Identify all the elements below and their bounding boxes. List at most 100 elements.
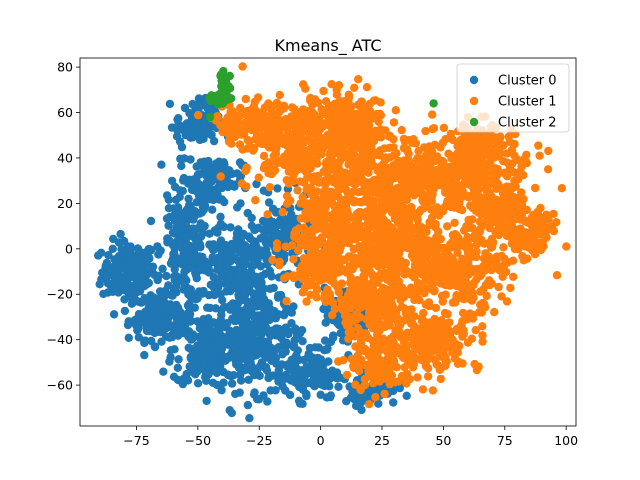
data-point: [511, 182, 520, 191]
data-point: [157, 160, 166, 169]
data-point: [355, 401, 364, 410]
data-point: [232, 307, 241, 316]
data-point: [284, 179, 294, 188]
data-point: [325, 166, 334, 175]
data-point: [355, 140, 365, 149]
data-point: [275, 362, 284, 371]
data-point: [224, 137, 234, 146]
data-point: [185, 299, 194, 308]
data-point: [217, 306, 226, 315]
data-point: [447, 243, 456, 252]
data-point: [327, 230, 337, 239]
data-point: [268, 255, 277, 265]
data-point: [233, 203, 242, 212]
data-point: [500, 227, 509, 237]
data-point: [370, 339, 379, 349]
data-point: [518, 252, 527, 261]
data-point: [337, 197, 346, 207]
data-point: [326, 337, 336, 346]
data-point: [439, 257, 448, 266]
data-point: [406, 283, 416, 292]
data-point: [234, 265, 243, 275]
data-point: [458, 238, 467, 248]
data-point: [200, 188, 209, 198]
data-point: [478, 322, 487, 331]
data-point: [392, 261, 402, 271]
data-point: [230, 117, 239, 126]
data-point: [228, 180, 237, 189]
data-point: [399, 293, 408, 302]
data-point: [451, 342, 461, 352]
data-point: [369, 379, 378, 388]
data-point: [216, 212, 225, 221]
data-point: [470, 231, 479, 240]
data-point: [340, 184, 350, 193]
data-point: [275, 261, 284, 270]
data-point: [247, 126, 257, 135]
data-point: [451, 191, 461, 200]
data-point: [380, 389, 389, 399]
data-point: [282, 215, 291, 225]
data-point: [320, 138, 329, 147]
data-point: [165, 236, 174, 245]
data-point: [465, 309, 475, 318]
data-point: [364, 136, 373, 145]
data-point: [472, 252, 481, 262]
data-point: [453, 359, 463, 368]
data-point: [398, 195, 407, 204]
data-point: [535, 151, 544, 160]
data-point: [402, 341, 412, 350]
data-point: [544, 215, 553, 224]
data-point: [405, 136, 414, 145]
data-point: [402, 145, 412, 154]
data-point: [339, 356, 348, 365]
data-point: [476, 300, 485, 309]
data-point: [344, 334, 353, 343]
data-point: [406, 290, 415, 299]
points-layer: [94, 62, 571, 423]
data-point: [357, 233, 367, 242]
data-point: [141, 336, 150, 345]
data-point: [186, 354, 195, 363]
data-point: [235, 140, 245, 149]
data-point: [208, 205, 217, 214]
data-point: [283, 127, 293, 136]
data-point: [287, 103, 297, 112]
data-point: [402, 391, 411, 400]
data-point: [334, 145, 343, 154]
data-point: [480, 265, 489, 274]
data-point: [489, 238, 498, 247]
data-point: [225, 283, 234, 292]
data-point: [336, 217, 345, 227]
data-point: [191, 294, 201, 304]
data-point: [402, 313, 412, 322]
data-point: [289, 255, 298, 264]
data-point: [441, 356, 450, 366]
data-point: [213, 288, 222, 297]
data-point: [321, 159, 331, 168]
data-point: [431, 223, 440, 232]
data-point: [140, 350, 149, 360]
data-point: [234, 346, 244, 356]
data-point: [153, 314, 163, 323]
data-point: [258, 131, 267, 140]
data-point: [467, 296, 477, 305]
data-point: [162, 271, 171, 281]
data-point: [406, 237, 415, 247]
data-point: [438, 138, 447, 148]
data-point: [344, 95, 353, 105]
data-point: [494, 282, 503, 292]
data-point: [399, 353, 408, 363]
data-point: [164, 281, 173, 290]
data-point: [439, 123, 449, 133]
data-point: [241, 94, 250, 104]
data-point: [375, 222, 384, 231]
data-point: [321, 97, 331, 106]
data-point: [230, 331, 239, 340]
data-point: [474, 140, 483, 149]
data-point: [272, 244, 282, 253]
data-point: [421, 325, 431, 334]
data-point: [328, 298, 338, 307]
data-point: [269, 283, 278, 293]
data-point: [509, 272, 518, 281]
